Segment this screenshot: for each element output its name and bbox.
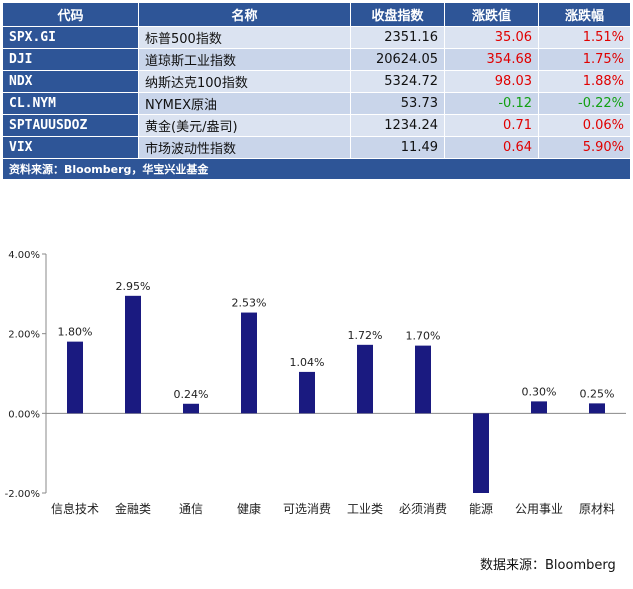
bar-8 [531, 401, 547, 414]
data-label: 1.72% [348, 329, 383, 342]
category-label: 公用事业 [515, 502, 563, 516]
data-label: 2.53% [232, 297, 267, 310]
data-label: 0.24% [174, 388, 209, 401]
table-source-row: 资料来源：Bloomberg，华宝兴业基金 [2, 158, 631, 180]
table-row: SPX.GI 标普500指数 2351.16 35.06 1.51% [2, 26, 631, 49]
row-close: 11.49 [350, 136, 445, 159]
bar-1 [125, 295, 141, 414]
header-name: 名称 [138, 2, 351, 27]
category-label: 健康 [237, 501, 261, 516]
y-tick-label: 4.00% [8, 250, 40, 261]
bar-2 [183, 403, 199, 414]
row-close: 2351.16 [350, 26, 445, 49]
data-label: 1.80% [58, 326, 93, 339]
row-close: 5324.72 [350, 70, 445, 93]
bar-0 [67, 341, 83, 414]
y-tick-label: -2.00% [5, 489, 40, 500]
table-row: NDX 纳斯达克100指数 5324.72 98.03 1.88% [2, 70, 631, 93]
table-row: DJI 道琼斯工业指数 20624.05 354.68 1.75% [2, 48, 631, 71]
category-label: 可选消费 [283, 502, 331, 516]
row-code: CL.NYM [2, 92, 139, 115]
row-name: 市场波动性指数 [138, 136, 351, 159]
row-change: -0.12 [444, 92, 539, 115]
row-pct: 1.51% [538, 26, 631, 49]
row-name: 黄金(美元/盎司) [138, 114, 351, 137]
row-change: 98.03 [444, 70, 539, 93]
bar-7 [473, 413, 489, 493]
chart-source: 数据来源：Bloomberg [480, 558, 616, 573]
header-change: 涨跌值 [444, 2, 539, 27]
header-pct: 涨跌幅 [538, 2, 631, 27]
category-label: 工业类 [347, 502, 383, 516]
row-close: 1234.24 [350, 114, 445, 137]
data-label: 0.30% [522, 385, 557, 398]
row-pct: 1.88% [538, 70, 631, 93]
category-label: 能源 [469, 502, 493, 516]
row-pct: 0.06% [538, 114, 631, 137]
data-label: 2.95% [116, 280, 151, 293]
table-row: SPTAUUSDOZ 黄金(美元/盎司) 1234.24 0.71 0.06% [2, 114, 631, 137]
row-code: VIX [2, 136, 139, 159]
sector-bar-chart: 4.00% 2.00% 0.00% -2.00% 1.80% 信息技术 2.95% 金融类 0.… [5, 250, 626, 516]
bar-9 [589, 403, 605, 414]
category-label: 原材料 [579, 502, 615, 516]
row-change: 0.71 [444, 114, 539, 137]
y-tick-label: 2.00% [8, 330, 40, 341]
row-code: NDX [2, 70, 139, 93]
row-change: 35.06 [444, 26, 539, 49]
table-source: 资料来源：Bloomberg，华宝兴业基金 [2, 158, 631, 180]
bar-3 [241, 312, 257, 414]
category-label: 通信 [179, 502, 203, 516]
table-row: CL.NYM NYMEX原油 53.73 -0.12 -0.22% [2, 92, 631, 115]
bar-4 [299, 371, 315, 414]
row-name: 纳斯达克100指数 [138, 70, 351, 93]
data-label: 1.04% [290, 356, 325, 369]
row-name: NYMEX原油 [138, 92, 351, 115]
row-change: 354.68 [444, 48, 539, 71]
category-label: 必须消费 [399, 502, 447, 516]
bar-5 [357, 344, 373, 414]
row-code: SPX.GI [2, 26, 139, 49]
market-summary-table: 代码 名称 收盘指数 涨跌值 涨跌幅 SPX.GI 标普500指数 2351.16 3… [2, 2, 631, 180]
row-code: SPTAUUSDOZ [2, 114, 139, 137]
bar-6 [415, 345, 431, 414]
data-label: 1.70% [406, 330, 441, 343]
row-change: 0.64 [444, 136, 539, 159]
header-code: 代码 [2, 2, 139, 27]
data-label: 0.25% [580, 387, 615, 400]
row-close: 20624.05 [350, 48, 445, 71]
row-pct: -0.22% [538, 92, 631, 115]
header-close: 收盘指数 [350, 2, 445, 27]
row-close: 53.73 [350, 92, 445, 115]
row-code: DJI [2, 48, 139, 71]
row-pct: 5.90% [538, 136, 631, 159]
table-row: VIX 市场波动性指数 11.49 0.64 5.90% [2, 136, 631, 159]
category-label: 金融类 [115, 501, 151, 516]
y-tick-label: 0.00% [8, 409, 40, 420]
row-pct: 1.75% [538, 48, 631, 71]
row-name: 道琼斯工业指数 [138, 48, 351, 71]
row-name: 标普500指数 [138, 26, 351, 49]
category-label: 信息技术 [51, 501, 99, 516]
table-header-row: 代码 名称 收盘指数 涨跌值 涨跌幅 [2, 2, 631, 27]
